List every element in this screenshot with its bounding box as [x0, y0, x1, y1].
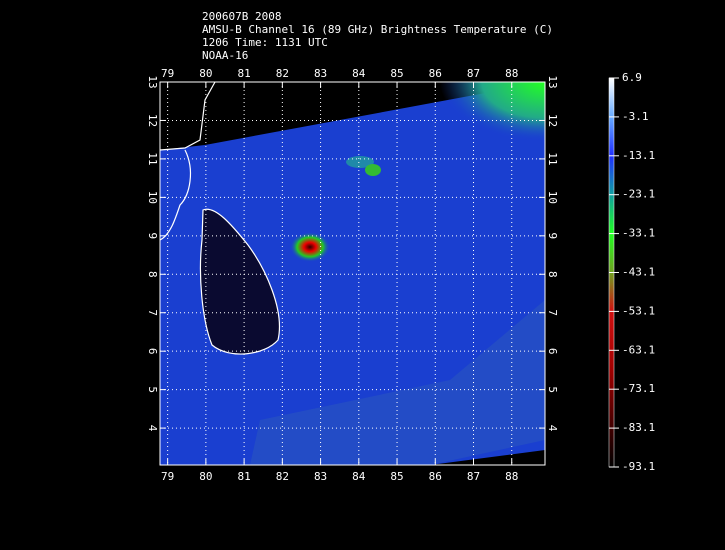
x-tick-label-top: 85: [390, 67, 403, 80]
y-tick-label: 11: [146, 152, 159, 165]
colorbar-label: -3.1: [622, 110, 649, 123]
x-tick-label: 86: [429, 470, 442, 483]
y-tick-label: 10: [146, 191, 159, 204]
x-tick-label: 85: [390, 470, 403, 483]
title-line: 200607B 2008: [202, 10, 281, 23]
x-tick-label-top: 84: [352, 67, 366, 80]
x-tick-label-top: 82: [276, 67, 289, 80]
x-tick-label: 87: [467, 470, 480, 483]
x-tick-label-top: 79: [161, 67, 174, 80]
x-tick-label: 81: [237, 470, 250, 483]
colorbar-label: -43.1: [622, 266, 655, 279]
colorbar-label: -63.1: [622, 343, 655, 356]
x-tick-label-top: 86: [429, 67, 442, 80]
colorbar-label: 6.9: [622, 71, 642, 84]
y-tick-label-right: 4: [546, 425, 559, 432]
x-tick-label-top: 81: [237, 67, 250, 80]
x-tick-label: 82: [276, 470, 289, 483]
y-tick-label-right: 10: [546, 191, 559, 204]
axes: 7979808081818282838384848585868687878888…: [146, 67, 559, 483]
y-tick-label-right: 13: [546, 75, 559, 88]
y-tick-label-right: 12: [546, 114, 559, 127]
colorbar-label: -93.1: [622, 460, 655, 473]
y-tick-label-right: 9: [546, 233, 559, 240]
x-tick-label: 79: [161, 470, 174, 483]
y-tick-label-right: 7: [546, 309, 559, 316]
y-tick-label-right: 5: [546, 386, 559, 393]
colorbar-label: -13.1: [622, 149, 655, 162]
x-tick-label: 83: [314, 470, 327, 483]
y-tick-label: 5: [146, 386, 159, 393]
title-line: NOAA-16: [202, 49, 248, 62]
y-tick-label-right: 6: [546, 348, 559, 355]
y-tick-label-right: 11: [546, 152, 559, 165]
y-tick-label: 6: [146, 348, 159, 355]
y-tick-label: 9: [146, 233, 159, 240]
x-tick-label: 88: [505, 470, 518, 483]
colorbar-label: -23.1: [622, 188, 655, 201]
title-line: 1206 Time: 1131 UTC: [202, 36, 328, 49]
y-tick-label-right: 8: [546, 271, 559, 278]
imagery: [159, 81, 545, 465]
y-tick-label: 12: [146, 114, 159, 127]
x-tick-label-top: 83: [314, 67, 327, 80]
colorbar-label: -53.1: [622, 304, 655, 317]
colorbar-label: -83.1: [622, 421, 655, 434]
y-tick-label: 7: [146, 309, 159, 316]
y-tick-label: 4: [146, 425, 159, 432]
x-tick-label: 80: [199, 470, 212, 483]
y-tick-label: 13: [146, 75, 159, 88]
x-tick-label-top: 88: [505, 67, 518, 80]
colorbar-label: -73.1: [622, 382, 655, 395]
y-tick-label: 8: [146, 271, 159, 278]
map-frame: [159, 81, 546, 466]
x-tick-label-top: 80: [199, 67, 212, 80]
x-tick-label-top: 87: [467, 67, 480, 80]
colorbar-label: -33.1: [622, 227, 655, 240]
title-line: AMSU-B Channel 16 (89 GHz) Brightness Te…: [202, 23, 553, 36]
x-tick-label: 84: [352, 470, 366, 483]
